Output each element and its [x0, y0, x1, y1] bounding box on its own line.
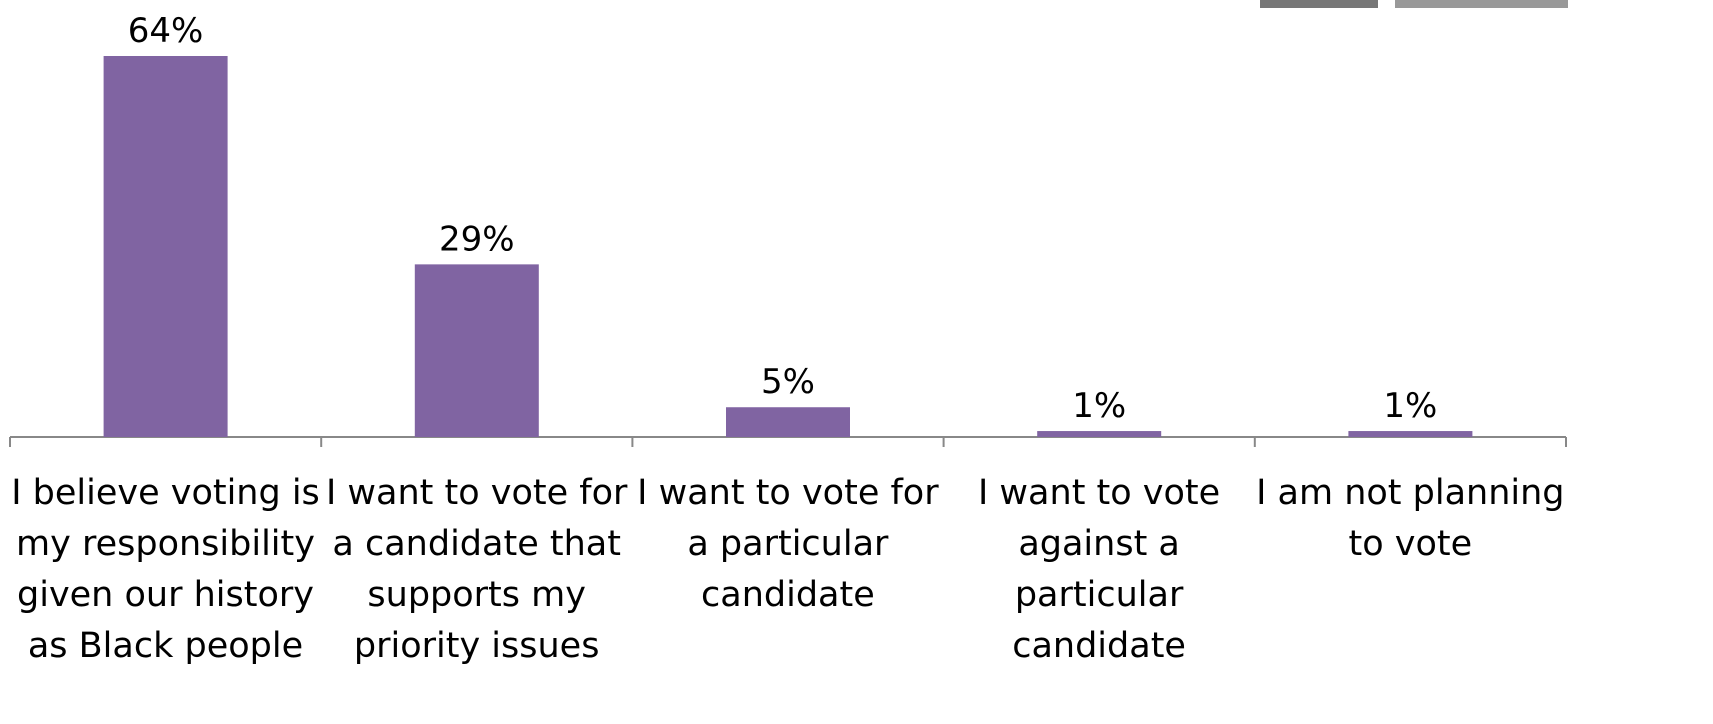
bar — [103, 56, 228, 437]
value-label: 5% — [761, 362, 815, 402]
x-tick-label: I believe voting is my responsibility gi… — [11, 473, 320, 666]
photo-fragment — [1260, 0, 1378, 8]
x-tick-label: I am not planning to vote — [1256, 473, 1565, 564]
bar — [1037, 431, 1162, 437]
x-tick-label: I want to vote for a particular candidat… — [637, 473, 939, 615]
x-tick-label: I want to vote against a particular cand… — [977, 473, 1221, 666]
bar — [414, 264, 539, 437]
value-label: 64% — [128, 11, 204, 51]
value-label: 1% — [1072, 386, 1126, 426]
value-label: 29% — [439, 219, 515, 259]
bar — [726, 407, 850, 437]
photo-fragment — [1395, 0, 1568, 8]
value-label: 1% — [1383, 386, 1437, 426]
bar — [1348, 431, 1473, 437]
x-tick-label: I want to vote for a candidate that supp… — [325, 473, 628, 666]
